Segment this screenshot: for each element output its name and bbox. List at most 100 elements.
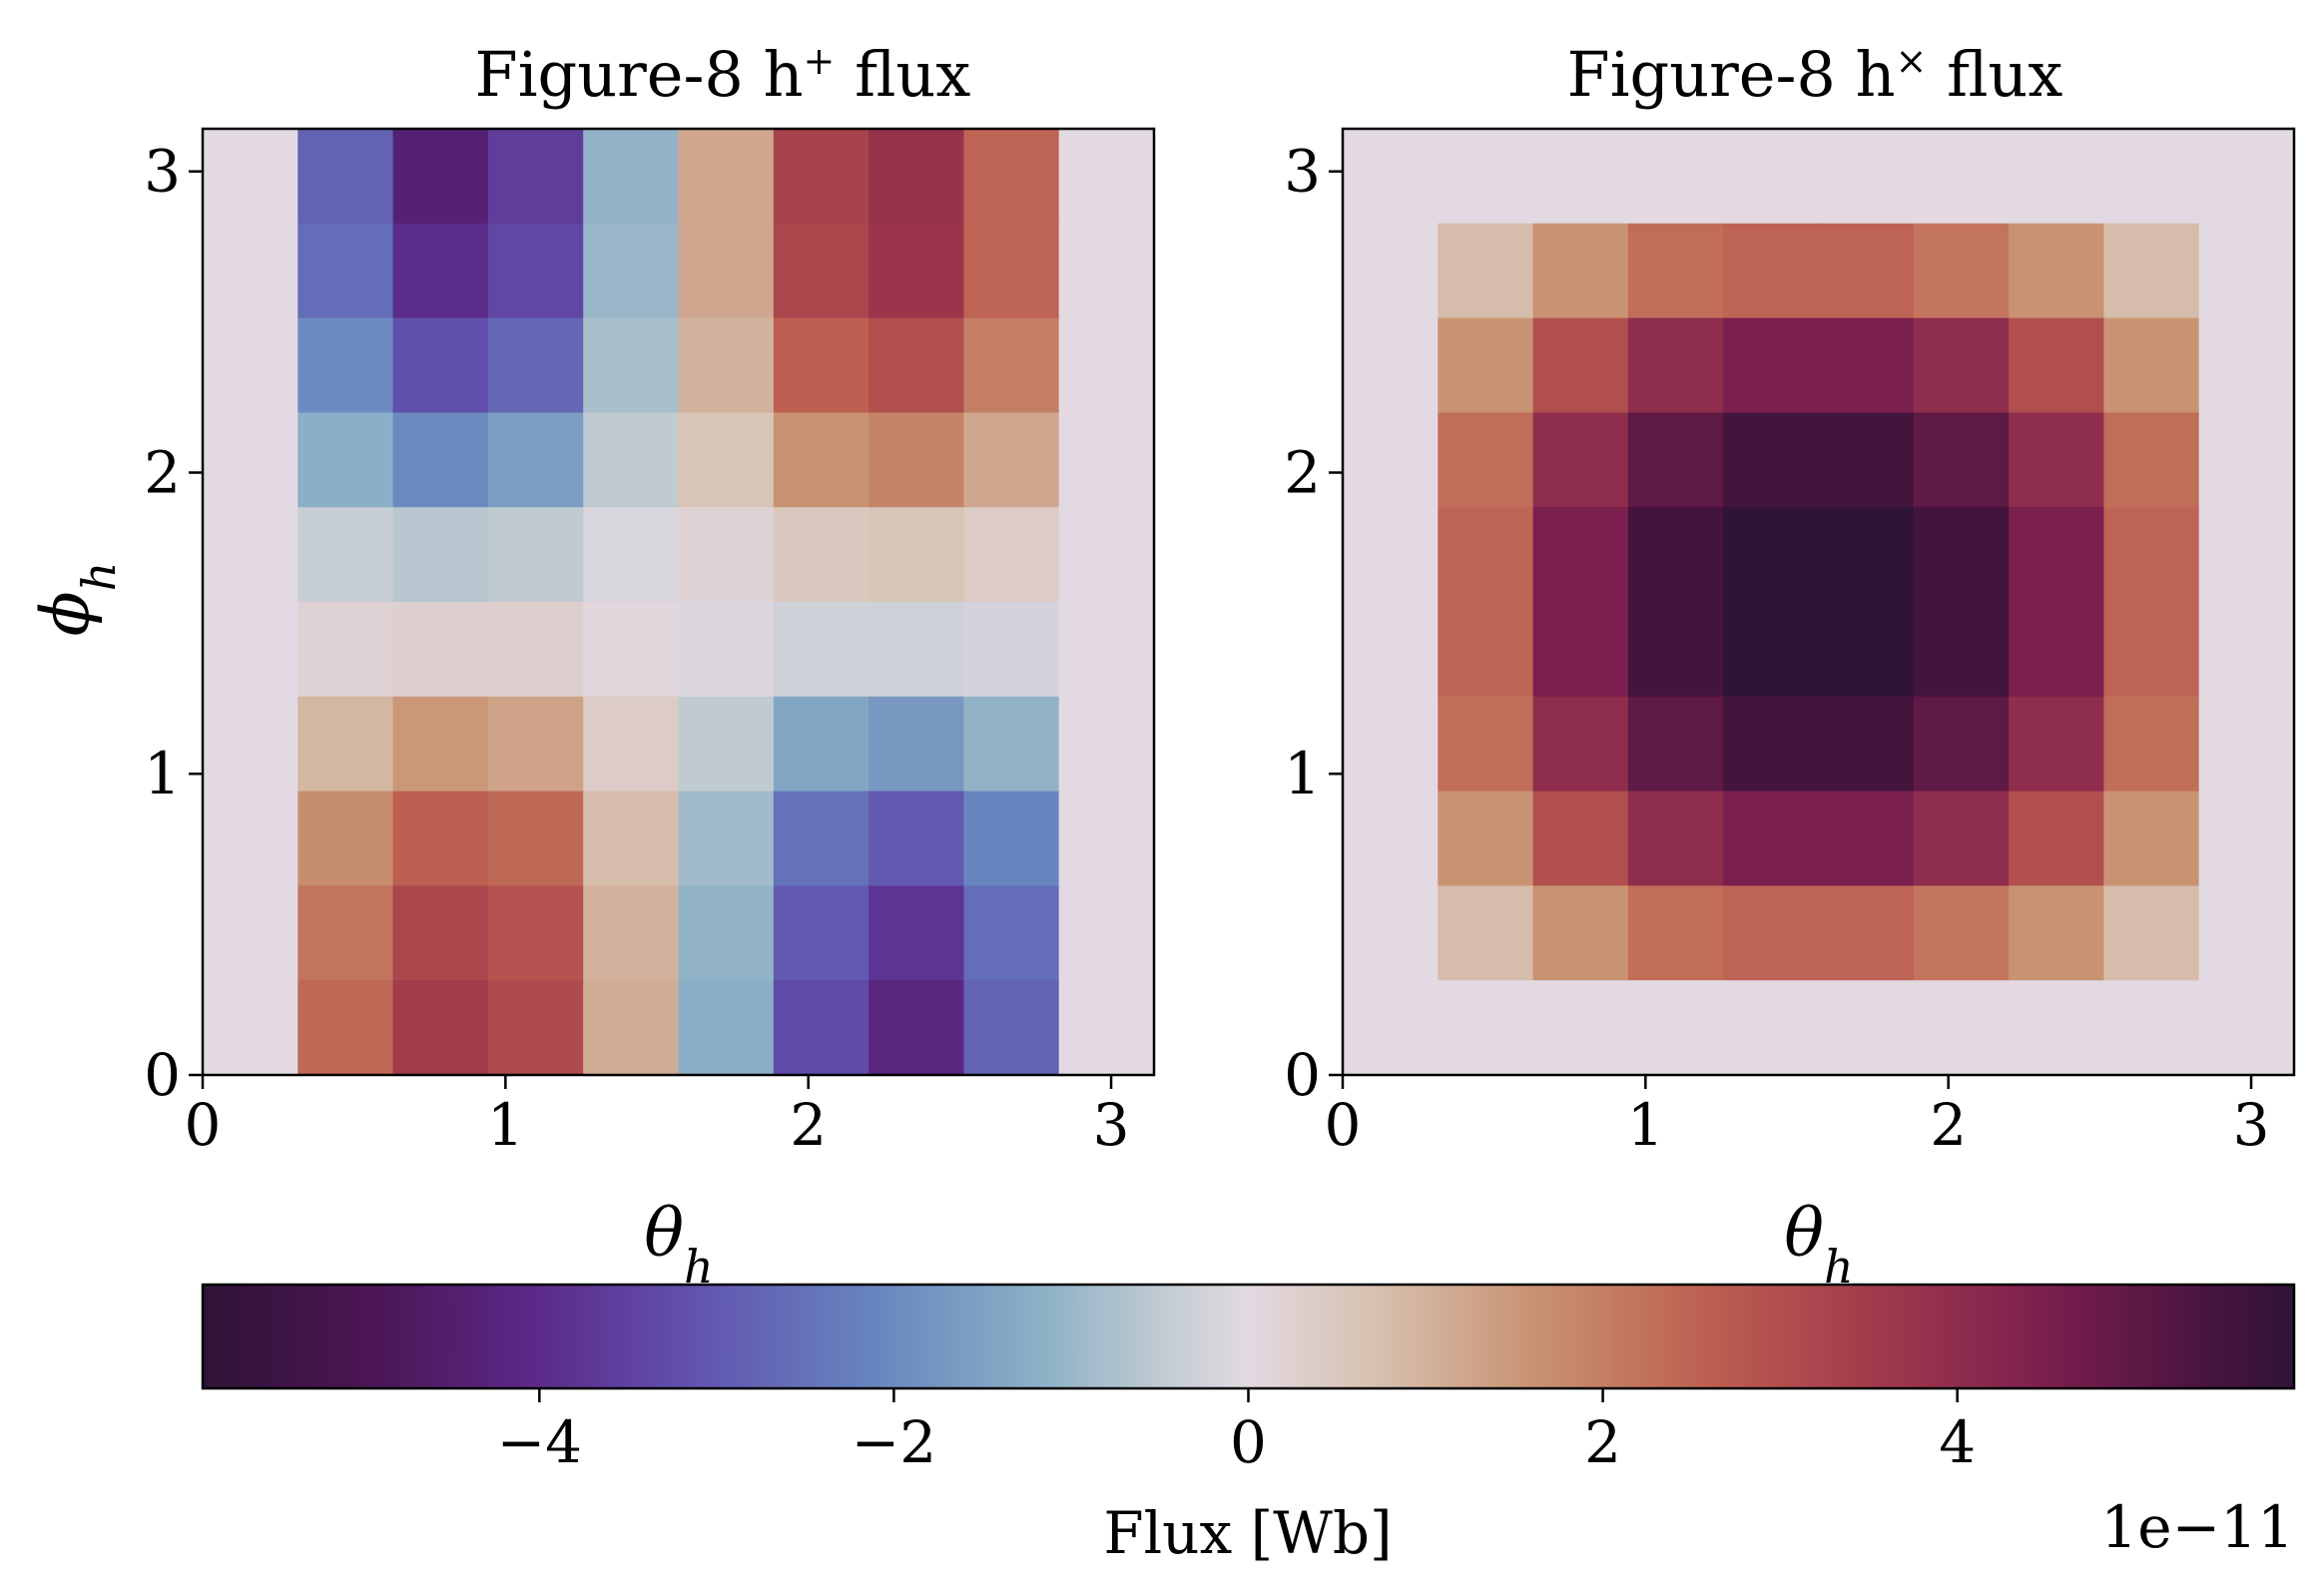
- heatmap-cell: [678, 791, 775, 887]
- heatmap-cell: [1532, 602, 1629, 698]
- heatmap-cell: [869, 412, 965, 508]
- heatmap-cell: [1438, 602, 1534, 698]
- heatmap-cell: [203, 317, 299, 414]
- heatmap-cell: [1438, 980, 1534, 1076]
- heatmap-cell: [678, 412, 775, 508]
- heatmap-cell: [2103, 223, 2200, 319]
- heatmap-cell: [678, 602, 775, 698]
- heatmap-cell: [1913, 129, 2010, 225]
- heatmap-cell: [1532, 885, 1629, 981]
- heatmap-cell: [1818, 980, 1915, 1076]
- x-axis-ticks: 0 1 2 3: [185, 1075, 1130, 1159]
- colorbar-scale-label: 1e−11: [2100, 1493, 2294, 1561]
- heatmap-cell: [2009, 412, 2105, 508]
- heatmap-cell: [203, 129, 299, 225]
- heatmap-cell: [2103, 696, 2200, 793]
- heatmap-cell: [2198, 317, 2295, 414]
- heatmap-cell: [1723, 602, 1820, 698]
- heatmap-cell: [678, 696, 775, 793]
- y-tick-label: 0: [1284, 1041, 1321, 1109]
- heatmap-cell: [963, 507, 1060, 603]
- heatmap-cell: [773, 507, 870, 603]
- heatmap-cell: [1818, 885, 1915, 981]
- heatmap-cell: [869, 507, 965, 603]
- heatmap-cell: [1343, 980, 1440, 1076]
- heatmap-cell: [1627, 223, 1724, 319]
- heatmap-cell: [2103, 791, 2200, 887]
- colorbar-tick-label: 4: [1939, 1408, 1976, 1476]
- heatmap-cell: [487, 980, 584, 1076]
- heatmap-cell: [203, 412, 299, 508]
- heatmap-cell: [1913, 317, 2010, 414]
- heatmap-cell: [1343, 885, 1440, 981]
- colorbar-tick-label: 0: [1230, 1408, 1267, 1476]
- heatmap-cell: [773, 696, 870, 793]
- heatmap-cell: [2103, 412, 2200, 508]
- heatmap-cell: [487, 412, 584, 508]
- heatmap-cell: [297, 129, 394, 225]
- heatmap-cell: [1913, 507, 2010, 603]
- heatmap-panel-h-cross: Figure-8 h× flux 0 1 2 3 0 1 2 3 θh: [1284, 38, 2296, 1294]
- heatmap-cell: [583, 791, 680, 887]
- heatmap-cell: [392, 696, 489, 793]
- heatmap-cell: [2198, 412, 2295, 508]
- heatmap-cell: [1913, 223, 2010, 319]
- heatmap-cell: [1627, 602, 1724, 698]
- plot-frame: [1341, 127, 2296, 1077]
- heatmap-cell: [1532, 696, 1629, 793]
- heatmap-cell: [963, 885, 1060, 981]
- heatmap-cell: [1343, 412, 1440, 508]
- heatmap-cell: [297, 791, 394, 887]
- heatmap-cell: [2103, 507, 2200, 603]
- heatmap-cell: [1913, 980, 2010, 1076]
- heatmap-cell: [963, 129, 1060, 225]
- heatmap-cell: [297, 507, 394, 603]
- colorbar-ticks: −4 −2 0 2 4: [497, 1388, 1976, 1476]
- heatmap-cell: [2198, 507, 2295, 603]
- heatmap-cell: [392, 412, 489, 508]
- heatmap-cell: [203, 507, 299, 603]
- y-tick-label: 2: [144, 438, 181, 506]
- heatmap-cell: [1627, 412, 1724, 508]
- x-tick-label: 2: [1930, 1091, 1967, 1159]
- heatmap-cell: [1438, 317, 1534, 414]
- heatmap-cell: [1818, 791, 1915, 887]
- heatmap-cell: [963, 791, 1060, 887]
- heatmap-cell: [2103, 885, 2200, 981]
- heatmap-cell: [203, 980, 299, 1076]
- heatmap-cell: [392, 223, 489, 319]
- y-axis-ticks: 0 1 2 3: [144, 138, 203, 1109]
- heatmap-cell: [203, 223, 299, 319]
- plot-frame: [201, 127, 1156, 1077]
- heatmap-cell: [1723, 696, 1820, 793]
- chart-title: Figure-8 h× flux: [1567, 38, 2063, 111]
- heatmap-cell: [2009, 602, 2105, 698]
- heatmap-cell: [583, 980, 680, 1076]
- heatmap-cell: [1343, 507, 1440, 603]
- heatmap-cell: [487, 507, 584, 603]
- chart-title: Figure-8 h+ flux: [475, 38, 971, 111]
- heatmap-cell: [297, 317, 394, 414]
- heatmap-cell: [2198, 885, 2295, 981]
- heatmap-cell: [1058, 223, 1155, 319]
- heatmap-cell: [1627, 791, 1724, 887]
- heatmap-cell: [1723, 885, 1820, 981]
- heatmap-cell: [1723, 129, 1820, 225]
- heatmap-cell: [678, 223, 775, 319]
- heatmap-cell: [869, 696, 965, 793]
- heatmap-cell: [203, 885, 299, 981]
- heatmap-cell: [2198, 602, 2295, 698]
- heatmap-cell: [2009, 129, 2105, 225]
- heatmap-cell: [1438, 791, 1534, 887]
- heatmap-cell: [1818, 507, 1915, 603]
- heatmap-cell: [583, 129, 680, 225]
- x-tick-label: 1: [1627, 1091, 1664, 1159]
- heatmap-cell: [1532, 791, 1629, 887]
- heatmap-cell: [869, 885, 965, 981]
- heatmap-cell: [963, 602, 1060, 698]
- heatmap-cell: [487, 696, 584, 793]
- heatmap-cell: [1343, 791, 1440, 887]
- heatmap-cell: [1058, 696, 1155, 793]
- heatmap-cell: [487, 791, 584, 887]
- heatmap-cell: [678, 317, 775, 414]
